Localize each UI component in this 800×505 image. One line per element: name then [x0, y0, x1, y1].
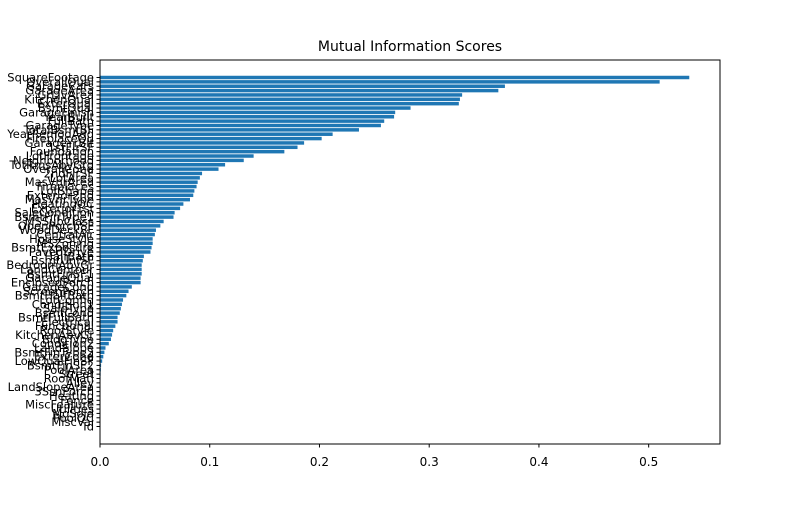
- bar-2ndFlrSF: [100, 172, 202, 175]
- category-labels-group: SquareFootageOverallQualGarageCarsGarage…: [6, 71, 100, 434]
- bar-SaleType: [100, 307, 121, 310]
- x-tick-label: 0.0: [90, 455, 109, 469]
- bar-KitchenQual: [100, 98, 460, 101]
- bar-BedroomAbvGr: [100, 263, 142, 266]
- bar-CentralAir: [100, 233, 155, 236]
- bar-FireplaceQu: [100, 137, 322, 140]
- bar-BsmtFinType1: [100, 215, 174, 218]
- bar-PavedDrive: [100, 250, 150, 253]
- bar-GarageType: [100, 124, 381, 127]
- bar-HalfBath: [100, 255, 144, 258]
- bar-OpenPorchSF: [100, 224, 160, 227]
- bar-GarageCond: [100, 285, 132, 288]
- bar-Exterior2nd: [100, 194, 193, 197]
- bar-GarageArea: [100, 89, 498, 92]
- bar-GarageQual: [100, 276, 141, 279]
- category-label: Id: [83, 420, 94, 434]
- bar-LotShape: [100, 189, 194, 192]
- bar-BsmtExposure: [100, 246, 152, 249]
- bar-TotRmsAbvGrd: [100, 163, 225, 166]
- bar-BldgType: [100, 338, 111, 341]
- bar-OverallCond: [100, 167, 219, 170]
- bar-BsmtFinSF1: [100, 272, 142, 275]
- bar-MasVnrArea: [100, 180, 198, 183]
- bar-YearRemodAdd: [100, 132, 333, 135]
- x-tick-label: 0.1: [200, 455, 219, 469]
- bar-SquareFootage: [100, 76, 689, 79]
- bar-LotConfig: [100, 298, 123, 301]
- bar-OverallQual: [100, 80, 660, 83]
- bar-LotArea: [100, 176, 200, 179]
- bar-BsmtQual: [100, 106, 411, 109]
- bar-WoodDeckSF: [100, 228, 156, 231]
- bar-BsmtFinType2: [100, 351, 104, 354]
- bar-MasVnrType: [100, 198, 190, 201]
- x-tick-label: 0.4: [529, 455, 548, 469]
- bar-Neighborhood: [100, 159, 244, 162]
- bar-LandSlope: [100, 346, 105, 349]
- x-tick-label: 0.5: [639, 455, 658, 469]
- bar-Foundation: [100, 150, 284, 153]
- bar-ExterQual: [100, 102, 459, 105]
- bar-HeatingQC: [100, 202, 183, 205]
- bar-LandContour: [100, 268, 142, 271]
- bar-HouseStyle: [100, 237, 153, 240]
- bar-Electrical: [100, 320, 118, 323]
- bar-FullBath: [100, 119, 384, 122]
- bar-Functional: [100, 324, 115, 327]
- bar-BsmtCond: [100, 311, 120, 314]
- bar-RoofStyle: [100, 329, 113, 332]
- bar-MSZoning: [100, 242, 153, 245]
- bar-1stFlrSF: [100, 146, 298, 149]
- bar-GrLivArea: [100, 93, 462, 96]
- bar-BsmtHalfBath: [100, 294, 126, 297]
- x-tick-label: 0.2: [310, 455, 329, 469]
- bar-Condition1: [100, 303, 122, 306]
- chart-title: Mutual Information Scores: [318, 39, 502, 55]
- bars-group: [100, 76, 689, 398]
- bar-LotFrontage: [100, 154, 254, 157]
- bar-Exterior1st: [100, 207, 180, 210]
- bar-YearBuilt: [100, 115, 394, 118]
- bar-MSSubClass: [100, 220, 164, 223]
- bar-ScreenPorch: [100, 290, 129, 293]
- x-ticks-group: 0.0 0.1 0.2 0.3 0.4 0.5: [90, 444, 658, 469]
- bar-BsmtUnfSF: [100, 259, 143, 262]
- bar-GarageFinish: [100, 111, 395, 114]
- bar-GarageCars: [100, 84, 505, 87]
- bar-Fireplaces: [100, 185, 197, 188]
- x-tick-label: 0.3: [420, 455, 439, 469]
- bar-GarageYrBlt: [100, 141, 304, 144]
- bar-Condition2: [100, 342, 109, 345]
- bar-EnclosedPorch: [100, 281, 141, 284]
- bar-TotalBsmtSF: [100, 128, 359, 131]
- bar-BsmtFullBath: [100, 316, 118, 319]
- bar-SaleCondition: [100, 211, 175, 214]
- bar-KitchenAbvGr: [100, 333, 112, 336]
